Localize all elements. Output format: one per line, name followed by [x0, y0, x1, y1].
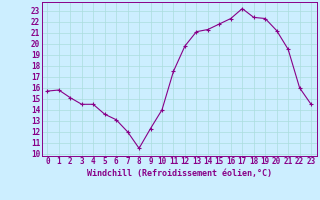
X-axis label: Windchill (Refroidissement éolien,°C): Windchill (Refroidissement éolien,°C) [87, 169, 272, 178]
